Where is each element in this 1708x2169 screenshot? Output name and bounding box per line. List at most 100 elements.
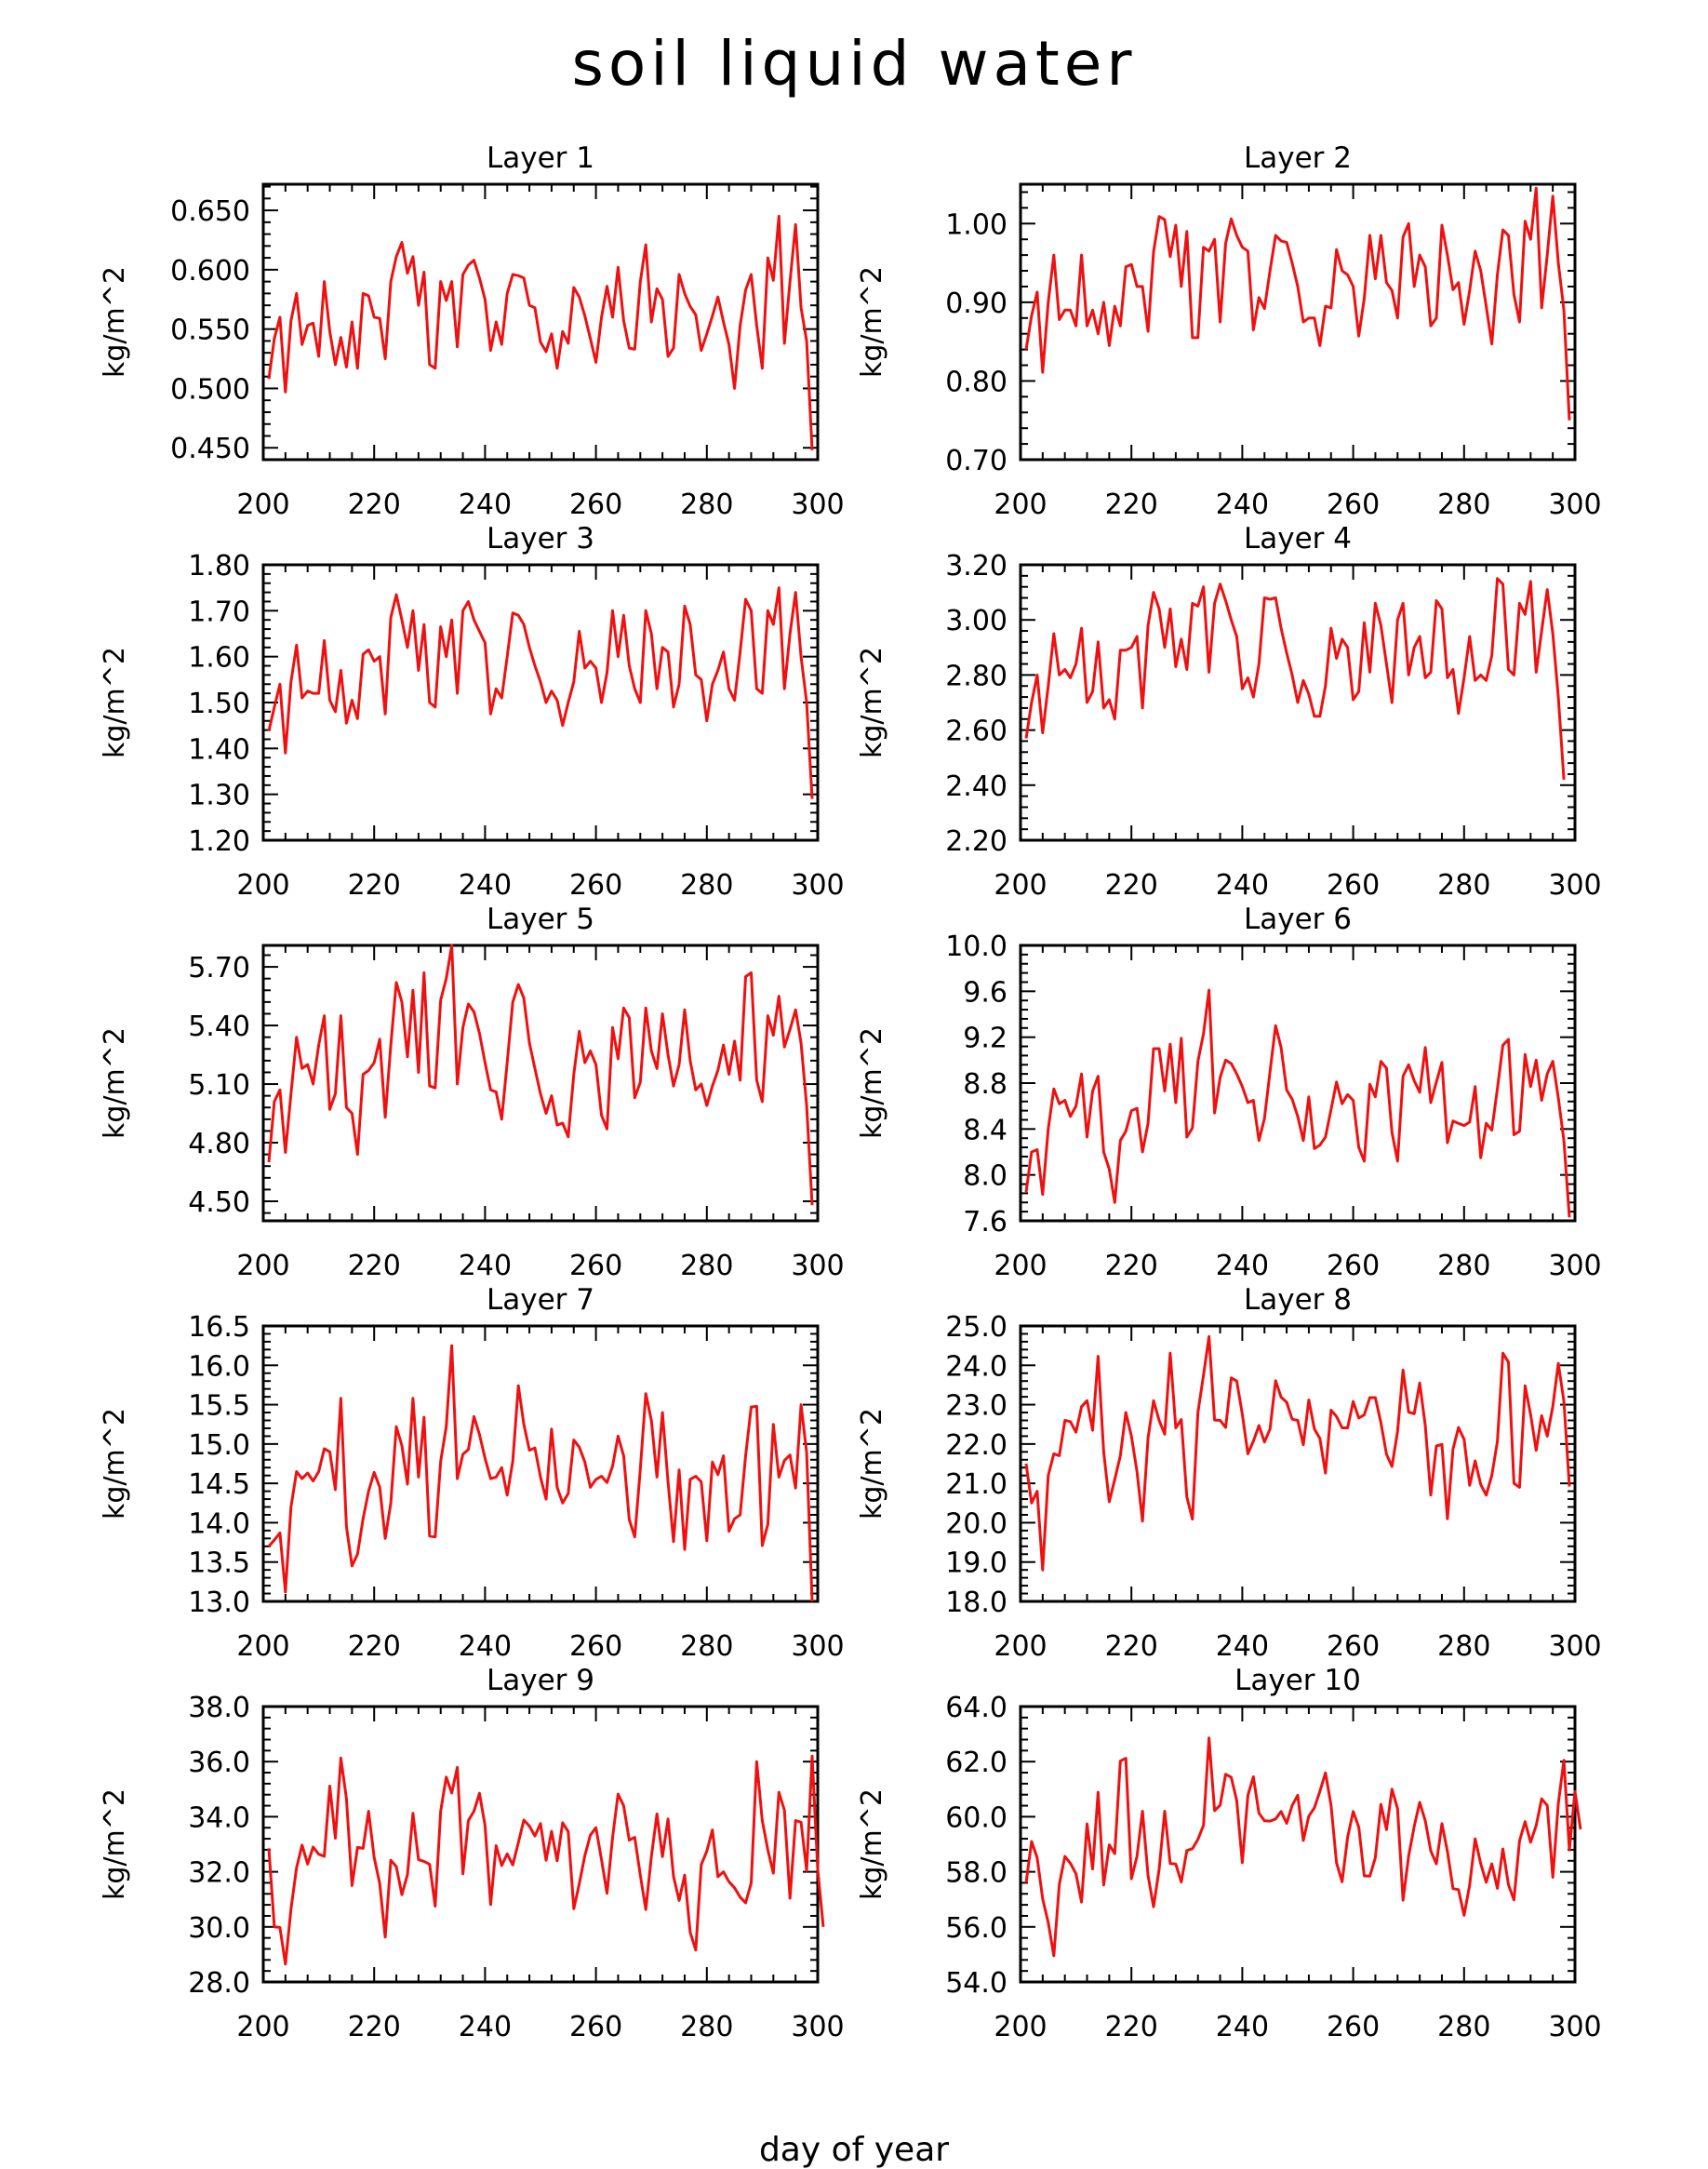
y-tick-label: 18.0 [945,1587,1007,1619]
x-tick-label: 260 [1327,1630,1380,1663]
series-line [267,586,814,799]
x-tick-label: 240 [1216,1250,1269,1282]
y-tick-label: 24.0 [945,1350,1007,1383]
series-line [1024,577,1566,781]
x-tick-label: 220 [348,1250,401,1282]
x-tick-label: 220 [348,869,401,902]
x-tick-label: 280 [1437,869,1490,902]
panel-title: Layer 6 [1244,903,1352,936]
y-tick-label: 54.0 [945,1967,1007,2000]
y-axis-label: kg/m^2 [99,266,131,378]
panel-title: Layer 2 [1244,141,1352,175]
y-axis-label: kg/m^2 [856,1027,888,1139]
series-line [1024,988,1571,1218]
x-tick-label: 300 [791,1630,844,1663]
panel-layer-3: Layer 3 kg/m^2 200 220 240 260 280 300 1.20 1.30 1… [99,522,845,902]
x-tick-label: 260 [569,2011,622,2043]
y-tick-label: 8.0 [963,1160,1007,1193]
x-tick-label: 280 [680,869,733,902]
y-tick-label: 1.00 [945,208,1007,241]
x-tick-label: 200 [236,489,289,521]
plot-frame [1019,563,1577,842]
y-tick-label: 2.80 [945,660,1007,692]
y-tick-label: 5.40 [188,1011,250,1043]
x-tick-label: 220 [1105,489,1158,521]
panel-layer-9: Layer 9 kg/m^2 200 220 240 260 280 300 28.0 30.0 3… [99,1664,845,2043]
plot-frame [1019,1324,1577,1603]
y-tick-label: 9.6 [963,976,1007,1009]
y-axis-label: kg/m^2 [99,1408,131,1520]
plot-frame [261,944,820,1223]
y-tick-label: 36.0 [188,1747,250,1779]
x-tick-label: 300 [791,1250,844,1282]
panel-title: Layer 7 [487,1283,594,1317]
plot-frame [261,563,820,842]
y-tick-label: 13.5 [188,1547,250,1580]
y-tick-label: 0.90 [945,288,1007,320]
y-tick-label: 0.450 [170,433,250,465]
x-tick-label: 280 [1437,1250,1490,1282]
y-tick-label: 0.80 [945,366,1007,398]
x-tick-label: 200 [994,2011,1047,2043]
y-tick-label: 1.60 [188,642,250,675]
series-line [267,214,814,450]
plot-frame [261,1324,820,1603]
x-tick-label: 260 [569,1250,622,1282]
y-axis-label: kg/m^2 [99,647,131,758]
y-tick-label: 25.0 [945,1311,1007,1344]
y-tick-label: 0.500 [170,373,250,406]
y-tick-label: 0.650 [170,195,250,228]
y-tick-label: 9.2 [963,1023,1007,1055]
x-tick-label: 260 [1327,1250,1380,1282]
y-tick-label: 20.0 [945,1507,1007,1540]
x-tick-label: 220 [1105,1250,1158,1282]
x-tick-label: 200 [236,1630,289,1663]
y-axis-label: kg/m^2 [856,1788,888,1900]
y-tick-label: 21.0 [945,1468,1007,1501]
x-tick-label: 240 [459,869,512,902]
y-tick-label: 2.20 [945,825,1007,858]
y-tick-label: 2.40 [945,770,1007,803]
y-tick-label: 28.0 [188,1967,250,2000]
x-tick-label: 300 [1548,869,1601,902]
x-tick-label: 300 [1548,1630,1601,1663]
y-tick-label: 10.0 [945,931,1007,963]
x-tick-label: 240 [1216,489,1269,521]
x-tick-label: 220 [1105,869,1158,902]
series-line [267,1754,825,1966]
y-tick-label: 15.5 [188,1390,250,1423]
panel-title: Layer 3 [487,522,594,556]
x-tick-label: 200 [994,1250,1047,1282]
x-tick-label: 260 [569,489,622,521]
y-tick-label: 7.6 [963,1206,1007,1238]
y-tick-label: 4.80 [188,1128,250,1160]
y-axis-label: kg/m^2 [856,266,888,378]
y-tick-label: 56.0 [945,1912,1007,1945]
panel-layer-1: Layer 1 kg/m^2 200 220 240 260 280 300 0.450 0.50… [99,141,845,521]
x-tick-label: 200 [236,1250,289,1282]
figure-title: soil liquid water [571,28,1137,100]
y-axis-label: kg/m^2 [856,1408,888,1520]
panel-layer-5: Layer 5 kg/m^2 200 220 240 260 280 300 4.50 4.80 5… [99,903,845,1282]
x-tick-label: 200 [994,869,1047,902]
panel-title: Layer 10 [1234,1664,1361,1697]
x-tick-label: 300 [1548,489,1601,521]
plot-frame [261,1705,820,1984]
y-tick-label: 0.70 [945,445,1007,477]
y-tick-label: 16.5 [188,1311,250,1344]
y-tick-label: 16.0 [188,1350,250,1383]
panel-layer-2: Layer 2 kg/m^2 200 220 240 260 280 300 0.70 0.80 0… [856,141,1602,521]
y-tick-label: 4.50 [188,1186,250,1219]
panel-layer-8: Layer 8 kg/m^2 200 220 240 260 280 300 18.0 19.0 2… [856,1283,1602,1663]
y-tick-label: 8.4 [963,1114,1007,1146]
x-tick-label: 200 [994,489,1047,521]
series-line [1024,1736,1582,1958]
x-tick-label: 280 [680,1250,733,1282]
x-tick-label: 300 [791,2011,844,2043]
x-tick-label: 220 [1105,1630,1158,1663]
y-tick-label: 62.0 [945,1747,1007,1779]
panel-layer-6: Layer 6 kg/m^2 200 220 240 260 280 300 7.6 8.0 8.4… [856,903,1602,1282]
y-tick-label: 1.70 [188,596,250,628]
y-tick-label: 0.600 [170,255,250,288]
